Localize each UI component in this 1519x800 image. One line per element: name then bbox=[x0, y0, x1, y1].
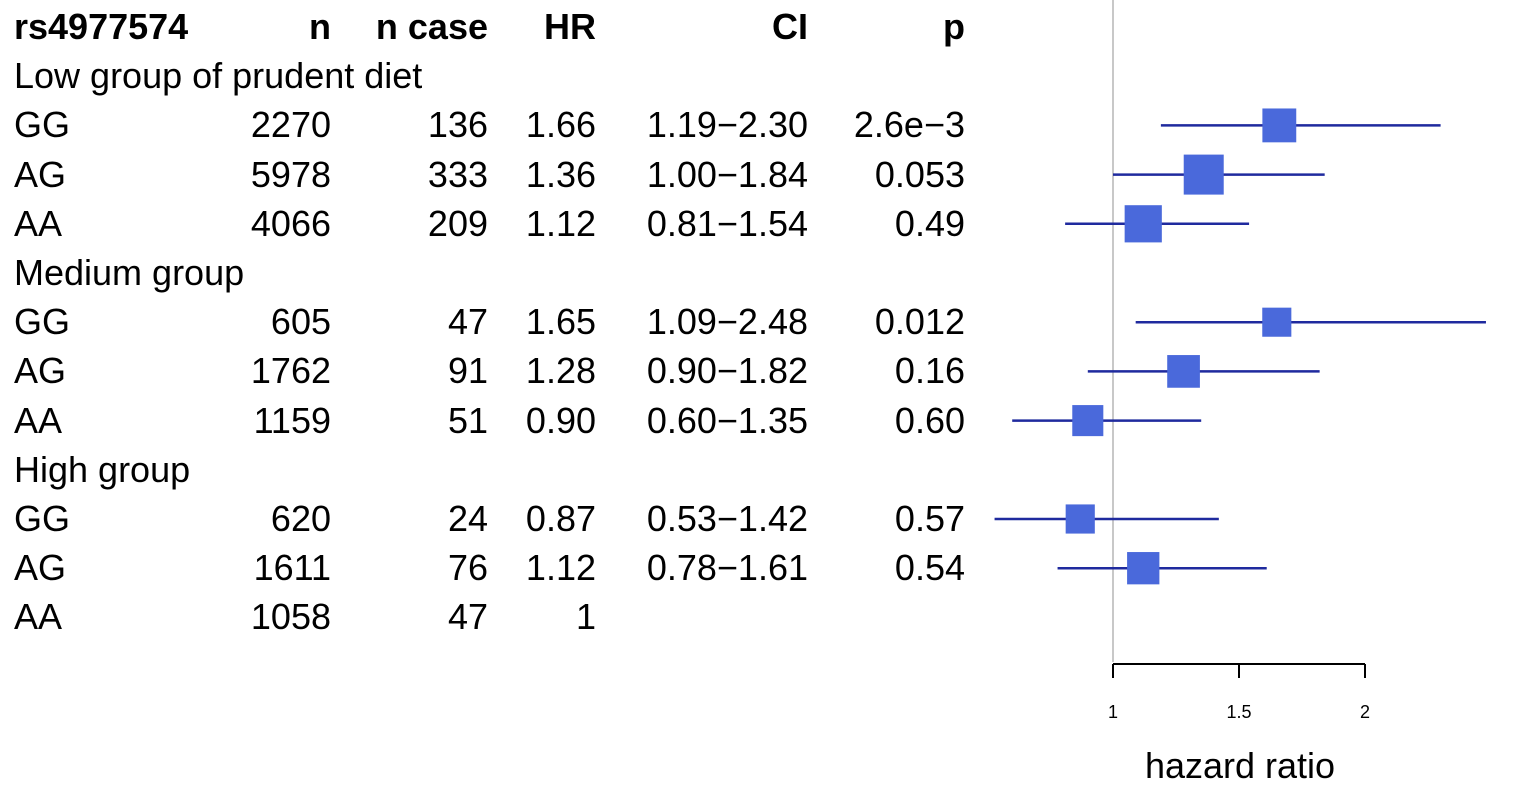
hr-box bbox=[1127, 552, 1160, 585]
p-cell: 2.6e−3 bbox=[853, 104, 965, 146]
hr-box bbox=[1124, 205, 1162, 243]
x-tick-label: 1.5 bbox=[1226, 702, 1251, 722]
hr-cell: 0.90 bbox=[525, 399, 596, 441]
ci-cell: 0.78−1.61 bbox=[646, 547, 808, 589]
hr-cell: 1.66 bbox=[525, 104, 596, 146]
n-case-cell: 51 bbox=[447, 399, 488, 441]
n-case-cell: 136 bbox=[427, 104, 488, 146]
p-cell: 0.57 bbox=[894, 498, 965, 539]
hr-cell: 1.36 bbox=[525, 153, 596, 195]
n-cell: 1159 bbox=[253, 399, 331, 441]
hr-box bbox=[1065, 504, 1095, 534]
n-cell: 605 bbox=[270, 301, 331, 343]
n-case-cell: 333 bbox=[427, 153, 488, 195]
forest-table: rs4977574 n n case HR CI p Low group of pruden… bbox=[14, 6, 965, 638]
hr-box bbox=[1183, 154, 1224, 195]
header-ci: CI bbox=[772, 6, 808, 47]
genotype-cell: AG bbox=[14, 153, 67, 195]
header-n: n bbox=[309, 6, 331, 47]
group-label: High group bbox=[14, 448, 191, 490]
hr-box bbox=[1072, 405, 1104, 437]
ci-cell: 1.19−2.30 bbox=[646, 104, 808, 146]
header-hr: HR bbox=[544, 6, 596, 47]
genotype-cell: GG bbox=[14, 104, 71, 146]
ci-cell: 0.53−1.42 bbox=[646, 498, 808, 539]
hr-cell: 1.12 bbox=[525, 202, 596, 244]
n-case-cell: 47 bbox=[447, 596, 488, 638]
hr-cell: 1 bbox=[575, 596, 596, 638]
header-p: p bbox=[943, 6, 965, 47]
p-cell: 0.60 bbox=[894, 399, 965, 441]
hr-cell: 1.28 bbox=[525, 350, 596, 392]
n-case-cell: 91 bbox=[447, 350, 488, 392]
p-cell: 0.012 bbox=[874, 301, 965, 343]
n-cell: 1058 bbox=[250, 596, 331, 638]
n-cell: 1611 bbox=[253, 547, 331, 589]
genotype-cell: AG bbox=[14, 547, 67, 589]
n-case-cell: 209 bbox=[427, 202, 488, 244]
hr-box bbox=[1167, 355, 1200, 388]
ci-cell: 1.00−1.84 bbox=[646, 153, 808, 195]
p-cell: 0.54 bbox=[894, 547, 965, 589]
genotype-cell: AG bbox=[14, 350, 67, 392]
x-tick-label: 2 bbox=[1360, 702, 1370, 722]
n-cell: 4066 bbox=[250, 202, 331, 244]
hr-box bbox=[1262, 307, 1292, 337]
header-n-case: n case bbox=[375, 6, 488, 47]
n-cell: 620 bbox=[270, 498, 331, 539]
ci-cell: 0.81−1.54 bbox=[646, 202, 808, 244]
genotype-cell: GG bbox=[14, 301, 71, 343]
ci-cell: 0.90−1.82 bbox=[646, 350, 808, 392]
group-label: Medium group bbox=[14, 252, 245, 293]
n-case-cell: 76 bbox=[447, 547, 488, 589]
n-cell: 1762 bbox=[250, 350, 331, 392]
x-axis-title: hazard ratio bbox=[1145, 745, 1335, 786]
hr-box bbox=[1262, 108, 1297, 143]
x-tick-label: 1 bbox=[1108, 702, 1118, 722]
header-snp: rs4977574 bbox=[14, 6, 189, 47]
genotype-cell: GG bbox=[14, 498, 71, 539]
group-label: Low group of prudent diet bbox=[14, 55, 423, 97]
hr-cell: 0.87 bbox=[525, 498, 596, 539]
p-cell: 0.053 bbox=[874, 153, 965, 195]
ci-cell: 1.09−2.48 bbox=[646, 301, 808, 343]
ci-cell: 0.60−1.35 bbox=[646, 399, 808, 441]
p-cell: 0.49 bbox=[894, 202, 965, 244]
genotype-cell: AA bbox=[14, 399, 63, 441]
p-cell: 0.16 bbox=[894, 350, 965, 392]
hr-cell: 1.12 bbox=[525, 547, 596, 589]
genotype-cell: AA bbox=[14, 596, 63, 638]
n-cell: 5978 bbox=[250, 153, 331, 195]
hr-cell: 1.65 bbox=[525, 301, 596, 343]
n-cell: 2270 bbox=[250, 104, 331, 146]
n-case-cell: 24 bbox=[447, 498, 488, 539]
n-case-cell: 47 bbox=[447, 301, 488, 343]
genotype-cell: AA bbox=[14, 202, 63, 244]
